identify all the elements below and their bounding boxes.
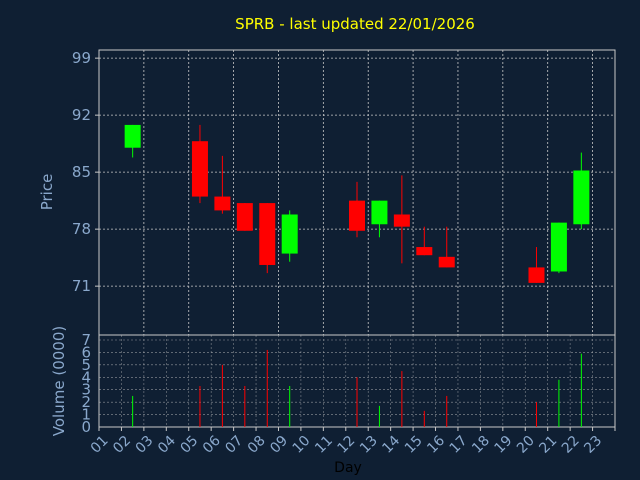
candle-body-08 [259, 203, 276, 265]
candle-body-20 [528, 267, 545, 283]
volume-bars [132, 349, 582, 427]
price-axis: 71 78 85 92 99 [72, 49, 99, 295]
candle-body-06 [214, 196, 231, 211]
candle-body-14 [393, 214, 410, 227]
candle-body-12 [349, 200, 365, 231]
x-tick-label: 13 [357, 433, 381, 457]
candle-body-22 [573, 170, 590, 225]
x-tick-label: 01 [88, 433, 112, 457]
price-grid [99, 50, 615, 335]
volume-tick-label: 7 [81, 331, 91, 349]
x-tick-label: 02 [110, 433, 134, 457]
volume-tick-label: 4 [81, 368, 91, 386]
x-tick-label: 11 [312, 433, 336, 457]
volume-tick-label: 0 [81, 418, 91, 436]
x-tick-label: 05 [177, 433, 201, 457]
x-axis-label: Day [334, 460, 362, 476]
price-tick-label: 92 [72, 106, 91, 124]
x-tick-label: 06 [200, 433, 224, 457]
candle-body-16 [438, 256, 455, 268]
x-tick-label: 23 [581, 433, 605, 457]
x-tick-label: 17 [447, 433, 471, 457]
volume-tick-label: 1 [81, 406, 91, 424]
price-tick-label: 85 [72, 163, 91, 181]
x-tick-label: 22 [559, 433, 583, 457]
x-tick-label: 09 [267, 433, 291, 457]
x-tick-label: 08 [245, 433, 269, 457]
x-tick-label: 14 [379, 433, 403, 457]
x-tick-label: 04 [155, 433, 179, 457]
price-tick-label: 99 [72, 49, 91, 67]
x-tick-label: 21 [536, 433, 560, 457]
x-tick-label: 19 [492, 433, 516, 457]
candles [124, 124, 590, 283]
candle-body-07 [236, 203, 253, 231]
volume-tick-label: 6 [81, 343, 91, 361]
x-tick-label: 12 [335, 433, 359, 457]
candle-body-13 [371, 200, 388, 225]
chart-title: SPRB - last updated 22/01/2026 [235, 15, 475, 33]
price-tick-label: 71 [72, 277, 91, 295]
volume-axis-label: Volume (0000) [50, 326, 68, 436]
volume-tick-label: 3 [81, 381, 91, 399]
x-tick-label: 20 [514, 433, 538, 457]
x-tick-label: 03 [133, 433, 157, 457]
candle-body-09 [281, 214, 298, 254]
price-tick-label: 78 [72, 220, 91, 238]
x-tick-label: 16 [424, 433, 448, 457]
x-tick-label: 15 [402, 433, 426, 457]
x-axis: 0102030405060708091011121314151617181920… [88, 427, 616, 457]
volume-tick-label: 2 [81, 393, 91, 411]
price-axis-label: Price [38, 174, 56, 211]
candle-body-15 [416, 247, 433, 256]
volume-tick-label: 5 [81, 356, 91, 374]
x-tick-label: 18 [469, 433, 493, 457]
x-tick-label: 07 [222, 433, 246, 457]
x-tick-label: 10 [290, 433, 314, 457]
candle-body-21 [550, 222, 567, 272]
candle-body-05 [191, 141, 208, 197]
candle-body-02 [124, 124, 141, 148]
